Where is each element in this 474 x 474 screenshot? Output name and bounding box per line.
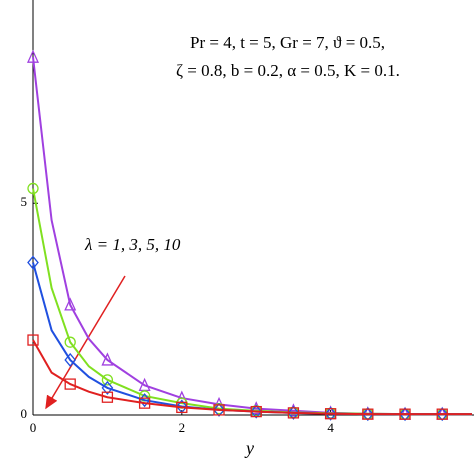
series-line — [32, 188, 472, 416]
marker — [27, 255, 39, 270]
annotation: ζ = 0.8, b = 0.2, α = 0.5, K = 0.1. — [176, 61, 400, 80]
marker — [213, 402, 225, 417]
series-line — [32, 339, 472, 416]
marker — [436, 407, 449, 422]
marker — [27, 334, 39, 346]
y-tick-label: 5 — [21, 194, 28, 209]
marker — [399, 408, 411, 420]
marker — [287, 405, 300, 420]
marker — [64, 297, 77, 311]
marker — [101, 380, 114, 395]
marker — [250, 405, 262, 418]
marker — [361, 407, 374, 422]
marker — [324, 406, 337, 421]
x-tick-label: 0 — [30, 420, 37, 435]
marker — [64, 378, 76, 390]
marker — [362, 408, 374, 420]
marker — [213, 404, 225, 416]
marker — [138, 397, 151, 409]
marker — [287, 407, 300, 419]
marker — [64, 352, 77, 367]
series-line — [32, 262, 472, 416]
x-tick-label: 4 — [327, 420, 334, 435]
marker — [250, 404, 263, 419]
marker — [176, 401, 188, 414]
annotation: Pr = 4, t = 5, Gr = 7, ϑ = 0.5, — [190, 33, 385, 52]
x-axis-label: y — [244, 438, 254, 458]
marker — [101, 391, 114, 403]
annotation: λ = 1, 3, 5, 10 — [84, 235, 181, 254]
arrow — [45, 275, 126, 410]
marker — [399, 407, 411, 422]
y-tick-label: 0 — [21, 406, 28, 421]
marker — [64, 336, 76, 348]
marker — [101, 374, 114, 386]
marker — [436, 408, 448, 420]
x-tick-label: 2 — [179, 420, 186, 435]
marker — [324, 408, 337, 420]
marker — [26, 49, 40, 63]
marker — [27, 182, 39, 195]
marker — [101, 352, 114, 366]
